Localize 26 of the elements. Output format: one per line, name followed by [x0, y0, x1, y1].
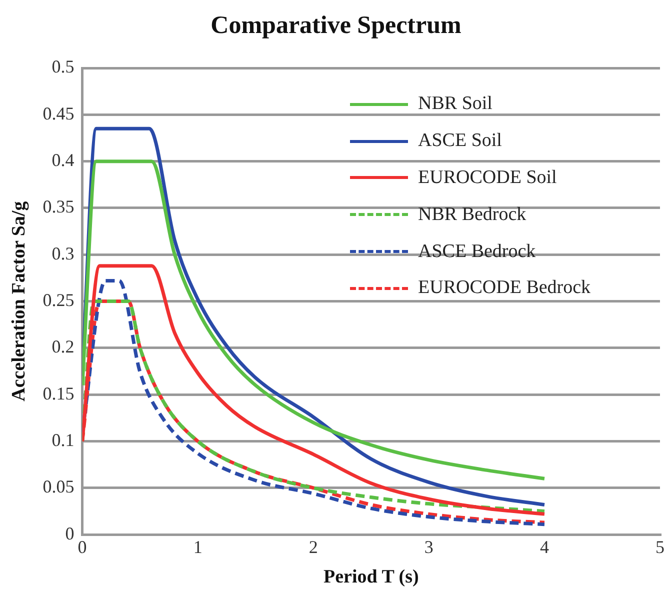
legend-label: EUROCODE Bedrock	[418, 277, 591, 300]
y-axis-title: Acceleration Factor Sa/g	[8, 200, 30, 402]
x-axis-title: Period T (s)	[323, 566, 419, 588]
y-tick-label: 0.45	[42, 103, 74, 124]
legend-label: ASCE Soil	[418, 130, 502, 152]
y-tick-label: 0.5	[52, 56, 74, 77]
x-tick-label: 4	[540, 537, 549, 558]
y-tick-label: 0.1	[52, 430, 74, 450]
y-tick-label: 0.05	[42, 476, 74, 497]
legend-label: NBR Soil	[418, 93, 492, 116]
x-tick-label: 1	[193, 537, 202, 558]
y-tick-label: 0.25	[42, 290, 74, 310]
x-tick-label: 0	[78, 537, 87, 558]
y-tick-label: 0.15	[42, 383, 74, 404]
legend-label: EUROCODE Soil	[418, 166, 557, 189]
y-tick-label: 0.3	[52, 243, 74, 264]
legend-label: NBR Bedrock	[418, 204, 526, 226]
y-tick-label: 0.35	[42, 196, 74, 217]
chart-title: Comparative Spectrum	[210, 12, 462, 40]
y-tick-label: 0.2	[52, 336, 74, 357]
x-tick-label: 3	[424, 537, 434, 558]
y-tick-label: 0	[65, 523, 74, 544]
y-tick-label: 0.4	[52, 150, 74, 170]
legend-label: ASCE Bedrock	[418, 240, 536, 263]
x-tick-label: 2	[308, 537, 318, 558]
x-tick-label: 5	[656, 537, 664, 558]
